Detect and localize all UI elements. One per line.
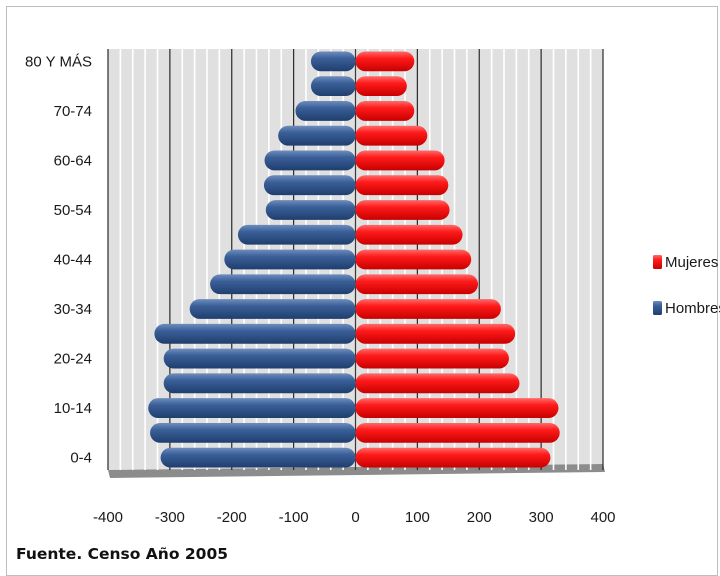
bar-mujeres-45-49 [355, 224, 463, 245]
bar-hombres-60-64 [264, 150, 356, 171]
y-axis-labels: 0-4 10-14 20-24 30-34 40-44 50-54 60-64 70-74 80… [25, 53, 92, 466]
bar-mujeres-50-54 [355, 200, 450, 220]
bar-hombres-55-59 [263, 175, 356, 196]
x-axis-labels: -400 -300 -200 -100 0 100 200 300 400 [93, 509, 616, 526]
bar-hombres-10-14 [148, 398, 356, 418]
y-tick-label: 60-64 [54, 152, 92, 169]
x-tick-label: 100 [405, 509, 430, 526]
bar-mujeres-25-29 [355, 323, 516, 344]
bar-mujeres-0-4 [355, 447, 551, 468]
y-tick-label: 30-34 [54, 301, 92, 318]
bars [148, 51, 560, 468]
source-note: Fuente. Censo Año 2005 [16, 545, 229, 563]
y-tick-label: 10-14 [54, 400, 92, 417]
y-tick-label: 50-54 [54, 202, 92, 219]
bar-mujeres-15-19 [355, 373, 520, 394]
legend-swatch-hombres [653, 301, 662, 315]
y-tick-label: 80 Y MÁS [25, 53, 92, 70]
bar-mujeres-40-44 [355, 249, 472, 270]
bar-mujeres-5-9 [355, 422, 560, 443]
bar-mujeres-60-64 [355, 150, 445, 171]
y-tick-label: 70-74 [54, 103, 92, 120]
bar-hombres-0-4 [160, 447, 356, 468]
legend-label-hombres: Hombres [665, 300, 720, 317]
bar-hombres-65-69 [278, 125, 356, 146]
population-pyramid-chart: 0-4 10-14 20-24 30-34 40-44 50-54 60-64 70-74 80… [25, 49, 720, 526]
x-tick-label: -100 [279, 509, 309, 526]
bar-hombres-15-19 [163, 373, 356, 394]
legend-label-mujeres: Mujeres [665, 254, 718, 271]
bar-hombres-80-y-más [310, 51, 356, 72]
bar-hombres-45-49 [237, 224, 356, 245]
bar-mujeres-75-79 [355, 76, 407, 97]
y-tick-label: 40-44 [54, 252, 92, 269]
bar-mujeres-80-y-más [355, 51, 415, 72]
bar-mujeres-65-69 [355, 125, 428, 146]
bar-hombres-20-24 [163, 348, 356, 369]
bar-hombres-50-54 [265, 200, 356, 220]
x-tick-label: 400 [590, 509, 615, 526]
bar-hombres-75-79 [310, 76, 356, 97]
bar-mujeres-30-34 [355, 299, 501, 319]
bar-hombres-25-29 [154, 323, 356, 344]
bar-mujeres-20-24 [355, 348, 509, 369]
x-tick-label: 300 [529, 509, 554, 526]
bar-mujeres-70-74 [355, 101, 415, 121]
bar-mujeres-35-39 [355, 274, 479, 295]
y-tick-label: 20-24 [54, 351, 92, 368]
bar-hombres-70-74 [295, 101, 356, 121]
y-tick-label: 0-4 [70, 450, 92, 467]
bar-mujeres-55-59 [355, 175, 449, 196]
bar-hombres-35-39 [210, 274, 356, 295]
bar-mujeres-10-14 [355, 398, 559, 418]
x-tick-label: 200 [467, 509, 492, 526]
bar-hombres-5-9 [150, 422, 356, 443]
bar-hombres-30-34 [189, 299, 356, 319]
x-tick-label: -300 [155, 509, 185, 526]
legend-swatch-mujeres [653, 255, 662, 269]
x-tick-label: -200 [217, 509, 247, 526]
legend: Mujeres Hombres [653, 254, 720, 317]
bar-hombres-40-44 [224, 249, 356, 270]
x-tick-label: 0 [351, 509, 359, 526]
x-tick-label: -400 [93, 509, 123, 526]
